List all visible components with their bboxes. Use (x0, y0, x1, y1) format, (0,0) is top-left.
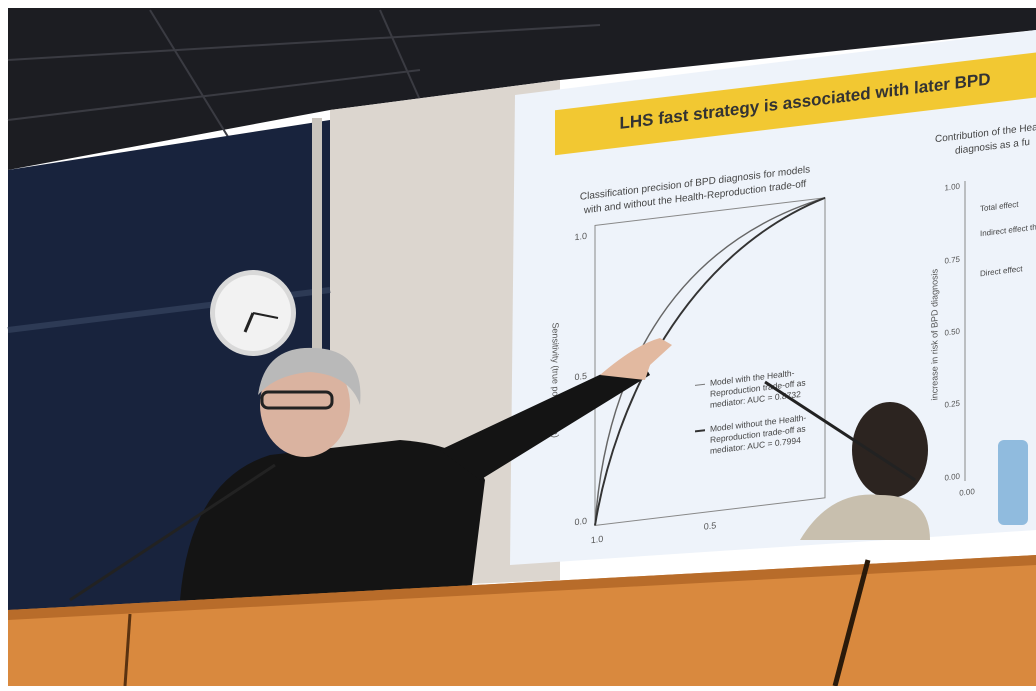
ceiling-grid (7, 9, 601, 141)
roc-curve (594, 197, 826, 526)
tick-label: 0.25 (944, 399, 960, 410)
tick-label: 1.00 (944, 182, 960, 193)
clock (210, 270, 296, 356)
microphone (69, 463, 276, 602)
desk (8, 555, 1036, 686)
title-banner (555, 50, 1036, 156)
desk-seam (123, 613, 132, 687)
tick-label: 0.75 (944, 255, 960, 266)
tick-label: 0.00 (944, 472, 960, 483)
speaker (180, 338, 672, 600)
audience-person (800, 402, 930, 540)
tick-label: 1.0 (574, 231, 587, 242)
microphone (764, 380, 916, 482)
axes (594, 197, 826, 526)
y-axis-label: Sensitivity (true positive rate) (551, 322, 561, 439)
roc-curve (594, 196, 826, 526)
tick-label: 1.0 (591, 534, 604, 545)
ceiling (8, 8, 1036, 170)
water-bottle (998, 440, 1028, 525)
tick-label: 0.0 (574, 516, 587, 527)
desk-seam (832, 559, 871, 687)
desk-edge (8, 555, 1036, 620)
tick-label: 0.50 (944, 327, 960, 338)
tick-label: 0.00 (959, 487, 975, 498)
tick-label: 0.5 (704, 520, 717, 531)
tick-label: 0.5 (574, 371, 587, 382)
y-axis-label: increase in risk of BPD diagnosis (929, 268, 939, 401)
